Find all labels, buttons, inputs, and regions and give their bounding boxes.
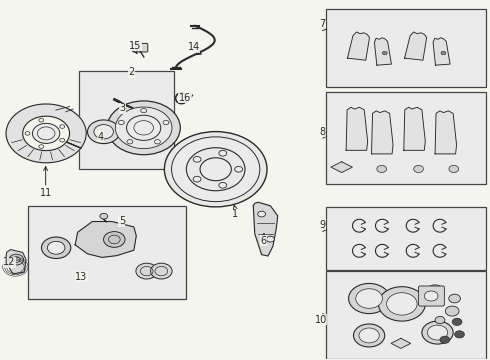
- Polygon shape: [435, 111, 457, 154]
- Circle shape: [258, 211, 266, 217]
- Circle shape: [126, 115, 161, 140]
- Polygon shape: [374, 38, 392, 65]
- Text: 3: 3: [120, 103, 126, 113]
- Circle shape: [356, 289, 383, 308]
- Text: 9: 9: [319, 220, 325, 230]
- Circle shape: [150, 263, 172, 279]
- Circle shape: [435, 316, 445, 324]
- Circle shape: [449, 165, 459, 172]
- Circle shape: [359, 328, 379, 343]
- Polygon shape: [433, 38, 450, 65]
- Polygon shape: [347, 32, 369, 60]
- Circle shape: [141, 108, 147, 113]
- Circle shape: [136, 263, 157, 279]
- Text: 8: 8: [319, 127, 325, 136]
- Circle shape: [219, 150, 227, 156]
- Circle shape: [100, 213, 108, 219]
- Circle shape: [235, 166, 243, 172]
- Polygon shape: [253, 202, 278, 256]
- Text: 4: 4: [98, 132, 104, 142]
- Circle shape: [387, 293, 417, 315]
- Text: 13: 13: [75, 272, 87, 282]
- Bar: [326, 207, 486, 270]
- Bar: [326, 92, 486, 184]
- FancyBboxPatch shape: [418, 286, 444, 306]
- Bar: [27, 206, 186, 299]
- Polygon shape: [371, 111, 393, 154]
- Circle shape: [186, 148, 245, 191]
- Text: 10: 10: [315, 315, 327, 325]
- Circle shape: [200, 158, 231, 181]
- Bar: [326, 271, 486, 359]
- Circle shape: [119, 120, 124, 125]
- Polygon shape: [331, 162, 352, 172]
- Bar: [79, 71, 174, 169]
- Circle shape: [172, 137, 260, 202]
- Circle shape: [219, 183, 227, 188]
- Circle shape: [426, 285, 444, 298]
- Circle shape: [267, 236, 274, 242]
- Circle shape: [455, 331, 465, 338]
- Text: 15: 15: [129, 41, 141, 50]
- Polygon shape: [391, 338, 411, 348]
- Circle shape: [127, 140, 133, 144]
- FancyBboxPatch shape: [133, 43, 148, 52]
- Circle shape: [107, 101, 180, 155]
- Circle shape: [94, 125, 113, 139]
- Polygon shape: [404, 107, 425, 150]
- Circle shape: [377, 165, 387, 172]
- Circle shape: [9, 254, 24, 265]
- Circle shape: [115, 107, 172, 149]
- Circle shape: [353, 324, 385, 347]
- Text: 5: 5: [119, 216, 125, 226]
- Text: 11: 11: [40, 188, 52, 198]
- Text: 6: 6: [261, 236, 267, 246]
- Circle shape: [103, 231, 125, 247]
- Polygon shape: [405, 32, 427, 60]
- Circle shape: [414, 165, 423, 172]
- Text: 12: 12: [3, 257, 16, 267]
- Circle shape: [427, 325, 448, 340]
- Bar: [326, 9, 486, 87]
- Polygon shape: [5, 249, 26, 274]
- Circle shape: [449, 294, 461, 303]
- Circle shape: [42, 237, 71, 258]
- Text: 2: 2: [128, 67, 135, 77]
- Polygon shape: [75, 221, 136, 257]
- Circle shape: [193, 176, 201, 182]
- Circle shape: [348, 283, 390, 314]
- Text: 16: 16: [179, 93, 191, 103]
- Text: 7: 7: [319, 19, 325, 29]
- Circle shape: [378, 287, 425, 321]
- Polygon shape: [346, 107, 368, 150]
- Circle shape: [193, 157, 201, 162]
- Circle shape: [452, 318, 462, 325]
- Circle shape: [154, 140, 160, 144]
- Circle shape: [440, 336, 450, 343]
- Circle shape: [163, 120, 169, 125]
- Text: 1: 1: [232, 209, 238, 219]
- Circle shape: [164, 132, 267, 207]
- Circle shape: [88, 120, 120, 144]
- Circle shape: [441, 51, 446, 55]
- Circle shape: [424, 291, 438, 301]
- Circle shape: [422, 321, 453, 344]
- Circle shape: [48, 241, 65, 254]
- Text: 14: 14: [188, 42, 200, 52]
- Circle shape: [382, 51, 387, 55]
- Circle shape: [32, 123, 60, 143]
- Circle shape: [445, 306, 459, 316]
- Polygon shape: [6, 104, 86, 163]
